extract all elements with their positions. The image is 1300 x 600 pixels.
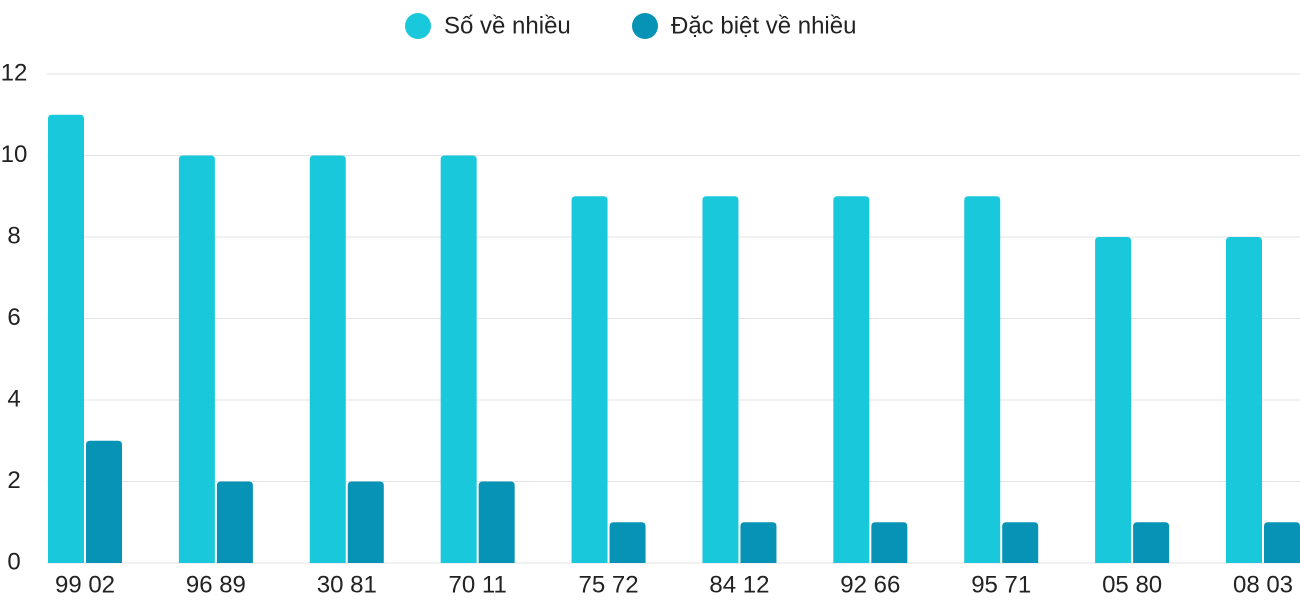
x-tick-label: 08 03	[1233, 571, 1293, 598]
x-tick-label: 70 11	[449, 571, 507, 598]
bar	[1264, 522, 1300, 563]
x-tick-label: 99 02	[55, 571, 115, 598]
x-tick-label: 84 12	[709, 571, 769, 598]
bar	[1133, 522, 1170, 563]
x-tick-label: 05 80	[1102, 571, 1162, 598]
legend-label: Đặc biệt về nhiều	[671, 12, 856, 39]
y-tick-label: 10	[1, 141, 28, 168]
x-tick-label: 30 81	[317, 571, 377, 598]
x-tick-label: 92 66	[840, 571, 900, 598]
y-tick-label: 0	[7, 548, 20, 575]
bar	[702, 196, 739, 563]
bar	[1002, 522, 1039, 563]
y-tick-label: 12	[1, 59, 28, 86]
bar	[964, 196, 1001, 563]
bar	[478, 481, 515, 563]
x-tick-label: 96 89	[186, 571, 246, 598]
bar	[216, 481, 253, 563]
bar	[440, 155, 477, 563]
legend-label: Số về nhiều	[444, 12, 571, 39]
y-tick-label: 8	[7, 222, 20, 249]
bar	[178, 155, 215, 563]
bar	[309, 155, 346, 563]
legend-swatch	[632, 13, 658, 39]
bar	[740, 522, 777, 563]
bar	[48, 114, 84, 563]
legend-swatch	[405, 13, 431, 39]
y-tick-label: 6	[7, 304, 20, 331]
bar	[609, 522, 646, 563]
y-tick-label: 2	[7, 467, 20, 494]
bar	[1095, 237, 1132, 563]
x-tick-label: 95 71	[971, 571, 1031, 598]
bar	[347, 481, 384, 563]
x-tick-label: 75 72	[579, 571, 639, 598]
bar	[571, 196, 608, 563]
bar	[86, 440, 122, 563]
bar	[833, 196, 870, 563]
y-tick-label: 4	[7, 385, 20, 412]
bar	[1226, 237, 1262, 563]
bar	[871, 522, 908, 563]
